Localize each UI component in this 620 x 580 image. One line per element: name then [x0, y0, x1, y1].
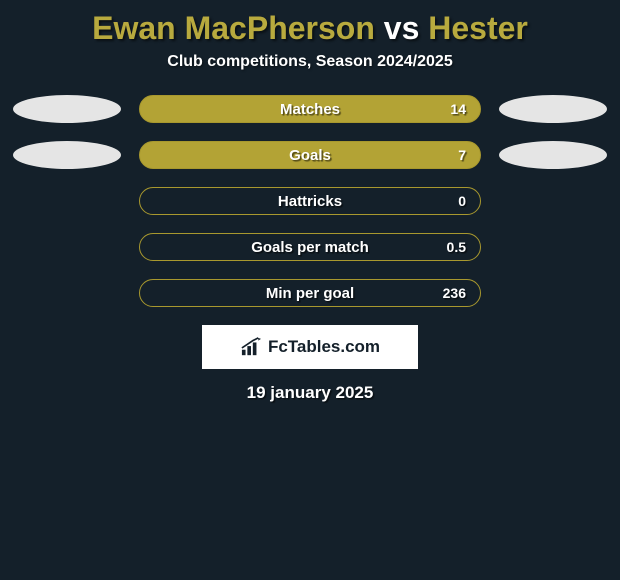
- stat-label: Min per goal: [140, 280, 480, 306]
- stat-label: Hattricks: [140, 188, 480, 214]
- player1-marker: [13, 141, 121, 169]
- stat-bar: Matches14: [139, 95, 481, 123]
- player1-name: Ewan MacPherson: [92, 10, 375, 46]
- stat-row: Goals per match0.5: [0, 233, 620, 261]
- spacer: [499, 279, 607, 307]
- stat-bar: Goals7: [139, 141, 481, 169]
- brand-text: FcTables.com: [268, 337, 380, 357]
- player2-name: Hester: [428, 10, 528, 46]
- stat-value: 14: [450, 96, 466, 122]
- stat-label: Matches: [140, 96, 480, 122]
- player2-marker: [499, 95, 607, 123]
- stat-rows: Matches14 Goals7 Hattricks0 Goals per match…: [0, 95, 620, 307]
- spacer: [13, 279, 121, 307]
- stat-row: Matches14: [0, 95, 620, 123]
- stat-label: Goals: [140, 142, 480, 168]
- spacer: [13, 233, 121, 261]
- subtitle: Club competitions, Season 2024/2025: [0, 53, 620, 71]
- stat-bar: Hattricks0: [139, 187, 481, 215]
- vs-text: vs: [384, 10, 420, 46]
- stat-row: Min per goal236: [0, 279, 620, 307]
- stat-value: 0.5: [447, 234, 466, 260]
- comparison-infographic: Ewan MacPherson vs Hester Club competiti…: [0, 0, 620, 403]
- stat-value: 0: [458, 188, 466, 214]
- spacer: [13, 187, 121, 215]
- player1-marker: [13, 95, 121, 123]
- stat-bar: Min per goal236: [139, 279, 481, 307]
- player2-marker: [499, 141, 607, 169]
- stat-value: 7: [458, 142, 466, 168]
- spacer: [499, 233, 607, 261]
- spacer: [499, 187, 607, 215]
- date-text: 19 january 2025: [0, 383, 620, 403]
- stat-row: Goals7: [0, 141, 620, 169]
- page-title: Ewan MacPherson vs Hester: [0, 0, 620, 53]
- brand-chart-icon: [240, 337, 262, 357]
- stat-value: 236: [443, 280, 466, 306]
- stat-label: Goals per match: [140, 234, 480, 260]
- brand-box: FcTables.com: [202, 325, 418, 369]
- stat-bar: Goals per match0.5: [139, 233, 481, 261]
- stat-row: Hattricks0: [0, 187, 620, 215]
